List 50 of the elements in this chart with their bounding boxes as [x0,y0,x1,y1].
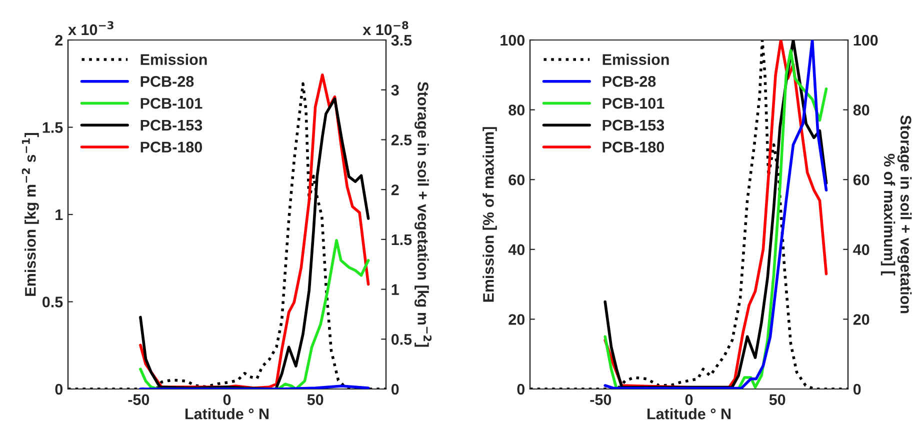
y-tick-label: 20 [508,314,525,325]
y2-tick-label: 20 [853,314,870,325]
y2-tick-label: 3 [391,84,399,96]
y-tick-label: 2 [55,34,63,46]
legend-label: PCB-180 [602,142,664,152]
y-tick-label: 0 [517,384,525,395]
y-tick-label: 1 [56,210,63,220]
legend-label: PCB-153 [602,120,664,131]
y2-axis-title: Storage in soil + vegetation [kg m$^{−2}$] [414,82,432,347]
legend-label: PCB-180 [140,142,202,152]
y2-tick-label: 0 [853,384,861,395]
x-tick-label: -50 [590,394,612,406]
x-axis-title: Latitude ° N [648,408,730,420]
y2-tick-label: 2.5 [391,134,412,146]
x-tick-label: 0 [685,394,693,406]
y2-tick-label: 1 [392,284,399,295]
y2-tick-label: 2 [391,184,399,196]
y-tick-label: 80 [508,104,525,116]
y-tick-label: 100 [500,34,525,46]
x-tick-label: 0 [223,394,231,406]
y2-tick-label: 0 [391,384,399,395]
legend-label: Emission [140,54,207,65]
legend-label: PCB-153 [140,120,202,131]
y-tick-label: 0 [55,384,63,395]
text: x 10$^{−8}$ [362,21,408,36]
text: x 10$^{−3}$ [68,21,114,36]
y2-tick-label: 60 [853,174,870,186]
y2-tick-label: 1.5 [392,234,412,246]
x-axis-title: Latitude ° N [186,408,268,420]
y-tick-label: 40 [508,244,525,256]
y-tick-label: 1.5 [42,122,63,133]
x-tick-label: 50 [769,394,786,406]
legend-label: PCB-28 [140,76,194,87]
legend-label: PCB-28 [602,76,656,87]
y2-axis-title: Storage in soil + vegetation % of maximum] [ [880,115,912,314]
y-axis-title: Emission [kg m$^{−2}$ s$^{−1}$] [22,133,39,296]
y-tick-label: 0.5 [42,296,63,308]
y2-tick-label: 0.5 [391,334,412,345]
legend-label: PCB-101 [602,98,664,109]
y2-tick-label: 80 [853,104,870,116]
y-tick-label: 60 [508,174,525,186]
x-tick-label: -50 [128,394,150,406]
legend-label: Emission [602,54,669,65]
y2-tick-label: 3.5 [391,34,412,46]
line-series [530,40,848,389]
y2-tick-label: 40 [853,244,870,256]
legend-label: PCB-101 [140,98,202,109]
x-tick-label: 50 [307,394,324,406]
y2-tick-label: 100 [854,34,878,46]
y-axis-title: Emission [% of maxium] [482,127,497,302]
